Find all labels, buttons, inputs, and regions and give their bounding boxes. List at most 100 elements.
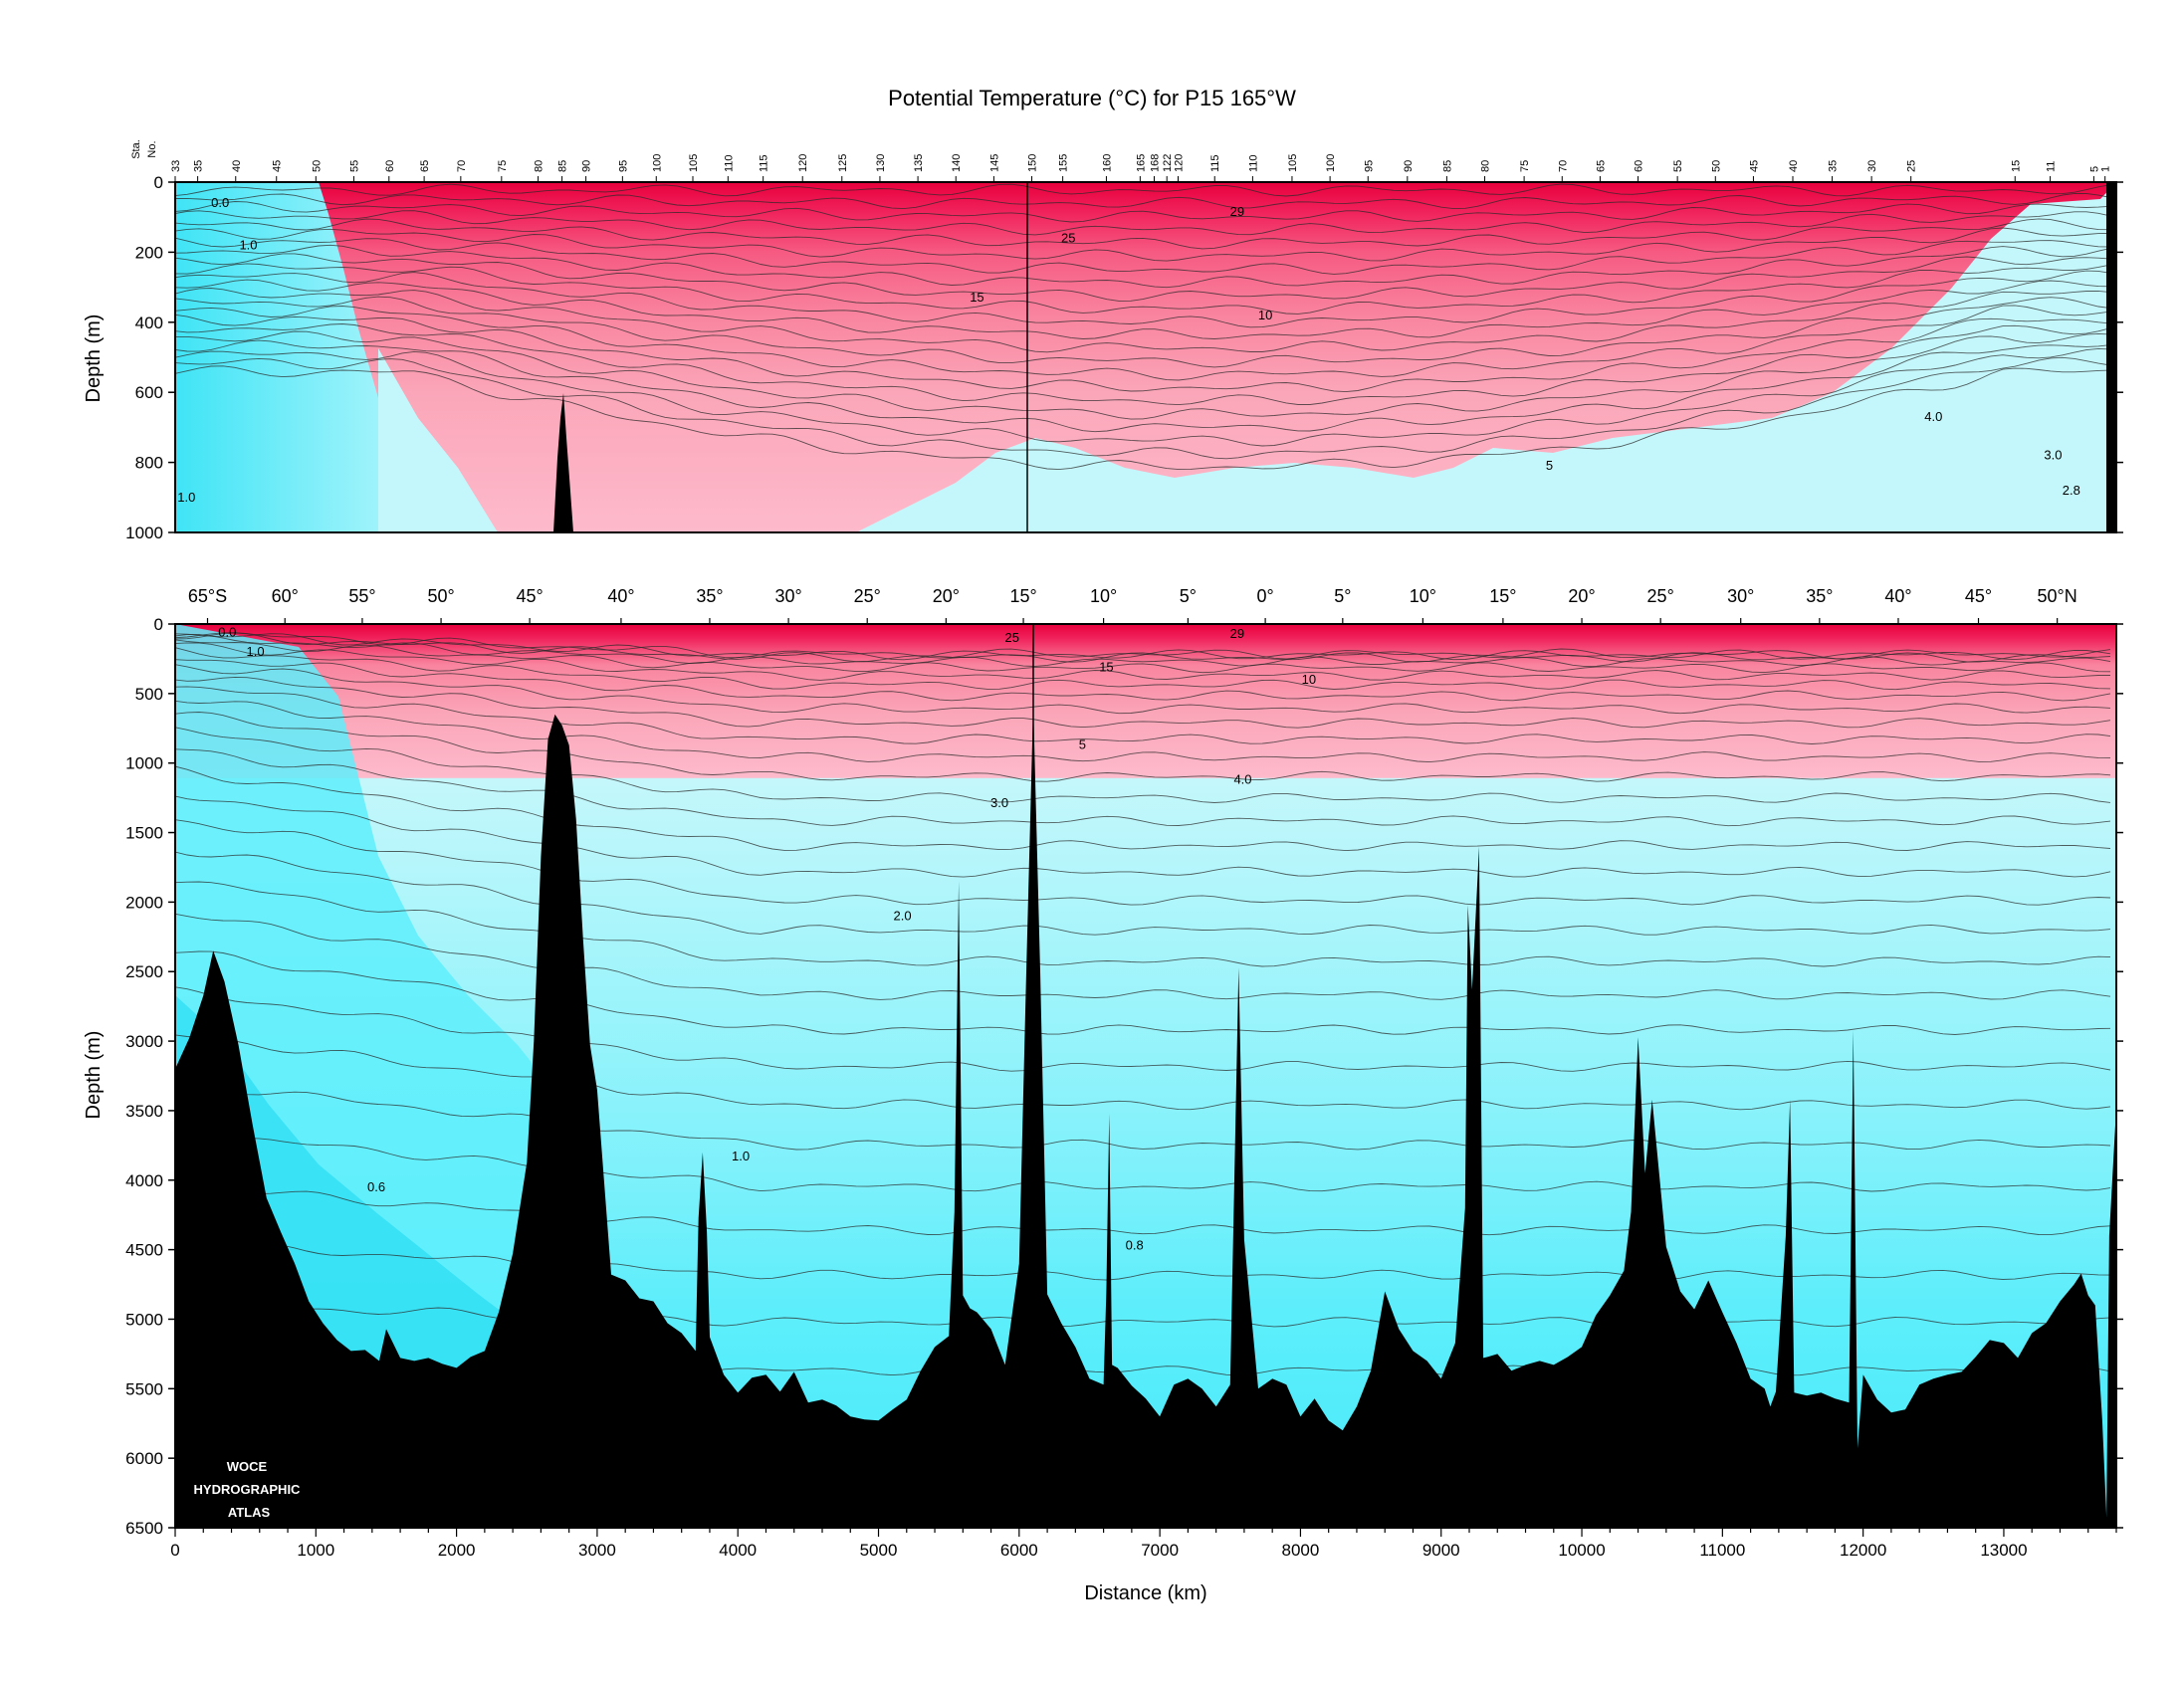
isotherm-line (175, 765, 2111, 852)
station-label: 100 (1325, 154, 1337, 172)
latitude-label: 45° (516, 586, 543, 606)
latitude-label: 35° (696, 586, 723, 606)
isotherm-line (175, 279, 2111, 339)
contour-label: 10 (1258, 308, 1272, 322)
top-north-wall (2106, 182, 2116, 532)
latitude-label: 15° (1009, 586, 1036, 606)
station-label: 105 (688, 154, 700, 172)
station-label: 65 (1595, 160, 1607, 172)
latitude-label: 5° (1180, 586, 1197, 606)
station-label: 125 (837, 154, 849, 172)
y-tick-label: 200 (135, 243, 163, 262)
station-label: 70 (1557, 160, 1569, 172)
station-label: 80 (1480, 160, 1492, 172)
station-label: 110 (1247, 154, 1259, 172)
station-label: 110 (723, 154, 735, 172)
latitude-label: 0° (1256, 586, 1273, 606)
station-label: 168 (1149, 154, 1161, 172)
station-label: 115 (1209, 154, 1221, 172)
contour-label: 0.0 (218, 624, 236, 639)
isotherm-line (175, 881, 2111, 967)
isotherm-line (175, 244, 2111, 289)
station-label: 122 (1162, 154, 1174, 172)
isotherm-line (175, 639, 2111, 674)
station-label: 100 (651, 154, 663, 172)
contour-label: 15 (1099, 659, 1113, 674)
isotherm-line (175, 323, 2111, 406)
y-tick-label: 5000 (125, 1310, 163, 1329)
x-tick-label: 12000 (1840, 1541, 1886, 1560)
top-deep-cold-water (378, 182, 2116, 532)
y-tick-label: 0 (154, 173, 163, 192)
station-label: 50 (311, 160, 323, 172)
x-axis: 0 1000 2000 3000 4000 5000 6000 7000 8000 9000 100… (170, 1528, 2117, 1560)
latitude-label: 50° (427, 586, 454, 606)
y-tick-label: 0 (154, 615, 163, 634)
isotherm-line (175, 263, 2111, 315)
x-axis-label: Distance (km) (1084, 1582, 1206, 1604)
isotherm-line (175, 237, 2111, 275)
isotherm-line (175, 659, 2111, 702)
x-tick-label: 6000 (1000, 1541, 1038, 1560)
station-label: 11 (2046, 161, 2058, 172)
isotherm-line (175, 201, 2111, 223)
isotherm-line (175, 227, 2111, 262)
station-label: 1 (2100, 166, 2112, 172)
x-tick-label: 1000 (297, 1541, 334, 1560)
x-tick-label: 8000 (1282, 1541, 1320, 1560)
station-label: 115 (759, 154, 770, 172)
station-label: 60 (1634, 160, 1645, 172)
latitude-label: 10° (1410, 586, 1436, 606)
woce-watermark: WOCE HYDROGRAPHIC ATLAS (194, 1459, 302, 1520)
station-label: 70 (456, 160, 468, 172)
y-tick-label: 4500 (125, 1241, 163, 1260)
contour-label: 29 (1230, 204, 1244, 219)
contour-label: 1.0 (239, 237, 257, 252)
latitude-label: 45° (1965, 586, 1992, 606)
isotherm-line (175, 330, 2111, 420)
watermark-line: HYDROGRAPHIC (194, 1482, 302, 1497)
isotherm-line (175, 347, 2111, 447)
station-label: 135 (913, 154, 925, 172)
isotherm-line (175, 686, 2111, 744)
isotherm-line (175, 356, 2111, 460)
latitude-label: 50°N (2038, 586, 2077, 606)
station-header-label: No. (146, 140, 158, 157)
top-contours (175, 183, 2111, 471)
isotherm-line (175, 253, 2111, 302)
station-label: 85 (1441, 160, 1453, 172)
top-seamount (553, 393, 573, 532)
station-label: 130 (875, 154, 887, 172)
isotherm-line (175, 748, 2111, 827)
station-label: 80 (534, 160, 546, 172)
station-label: 5 (2088, 166, 2100, 172)
contour-label: 25 (1061, 230, 1075, 245)
contour-label: 1.0 (732, 1149, 750, 1163)
top-y-axis: 0 200 400 600 800 1000 (125, 173, 2123, 542)
station-label: 120 (1174, 154, 1186, 172)
y-tick-label: 5500 (125, 1379, 163, 1398)
y-tick-label: 800 (135, 454, 163, 473)
station-label: 60 (384, 160, 396, 172)
isotherm-line (175, 296, 2111, 368)
isotherm-line (175, 950, 2111, 1035)
x-tick-label: 7000 (1141, 1541, 1179, 1560)
y-tick-label: 1000 (125, 524, 163, 542)
isotherm-line (175, 634, 2111, 668)
station-label: 35 (193, 160, 205, 172)
contour-label: 4.0 (1233, 771, 1251, 786)
isotherm-line (175, 819, 2111, 906)
isotherm-line (175, 314, 2111, 393)
latitude-label: 20° (1568, 586, 1595, 606)
contour-label: 0.8 (1126, 1237, 1144, 1252)
latitude-label: 20° (933, 586, 960, 606)
station-label: 160 (1101, 154, 1113, 172)
isotherm-line (175, 795, 2111, 878)
contour-label: 0.0 (211, 195, 229, 210)
station-label: 15 (2010, 160, 2022, 172)
bottom-y-axis-label: Depth (m) (83, 1031, 105, 1120)
latitude-label: 60° (272, 586, 299, 606)
y-tick-label: 3500 (125, 1102, 163, 1121)
